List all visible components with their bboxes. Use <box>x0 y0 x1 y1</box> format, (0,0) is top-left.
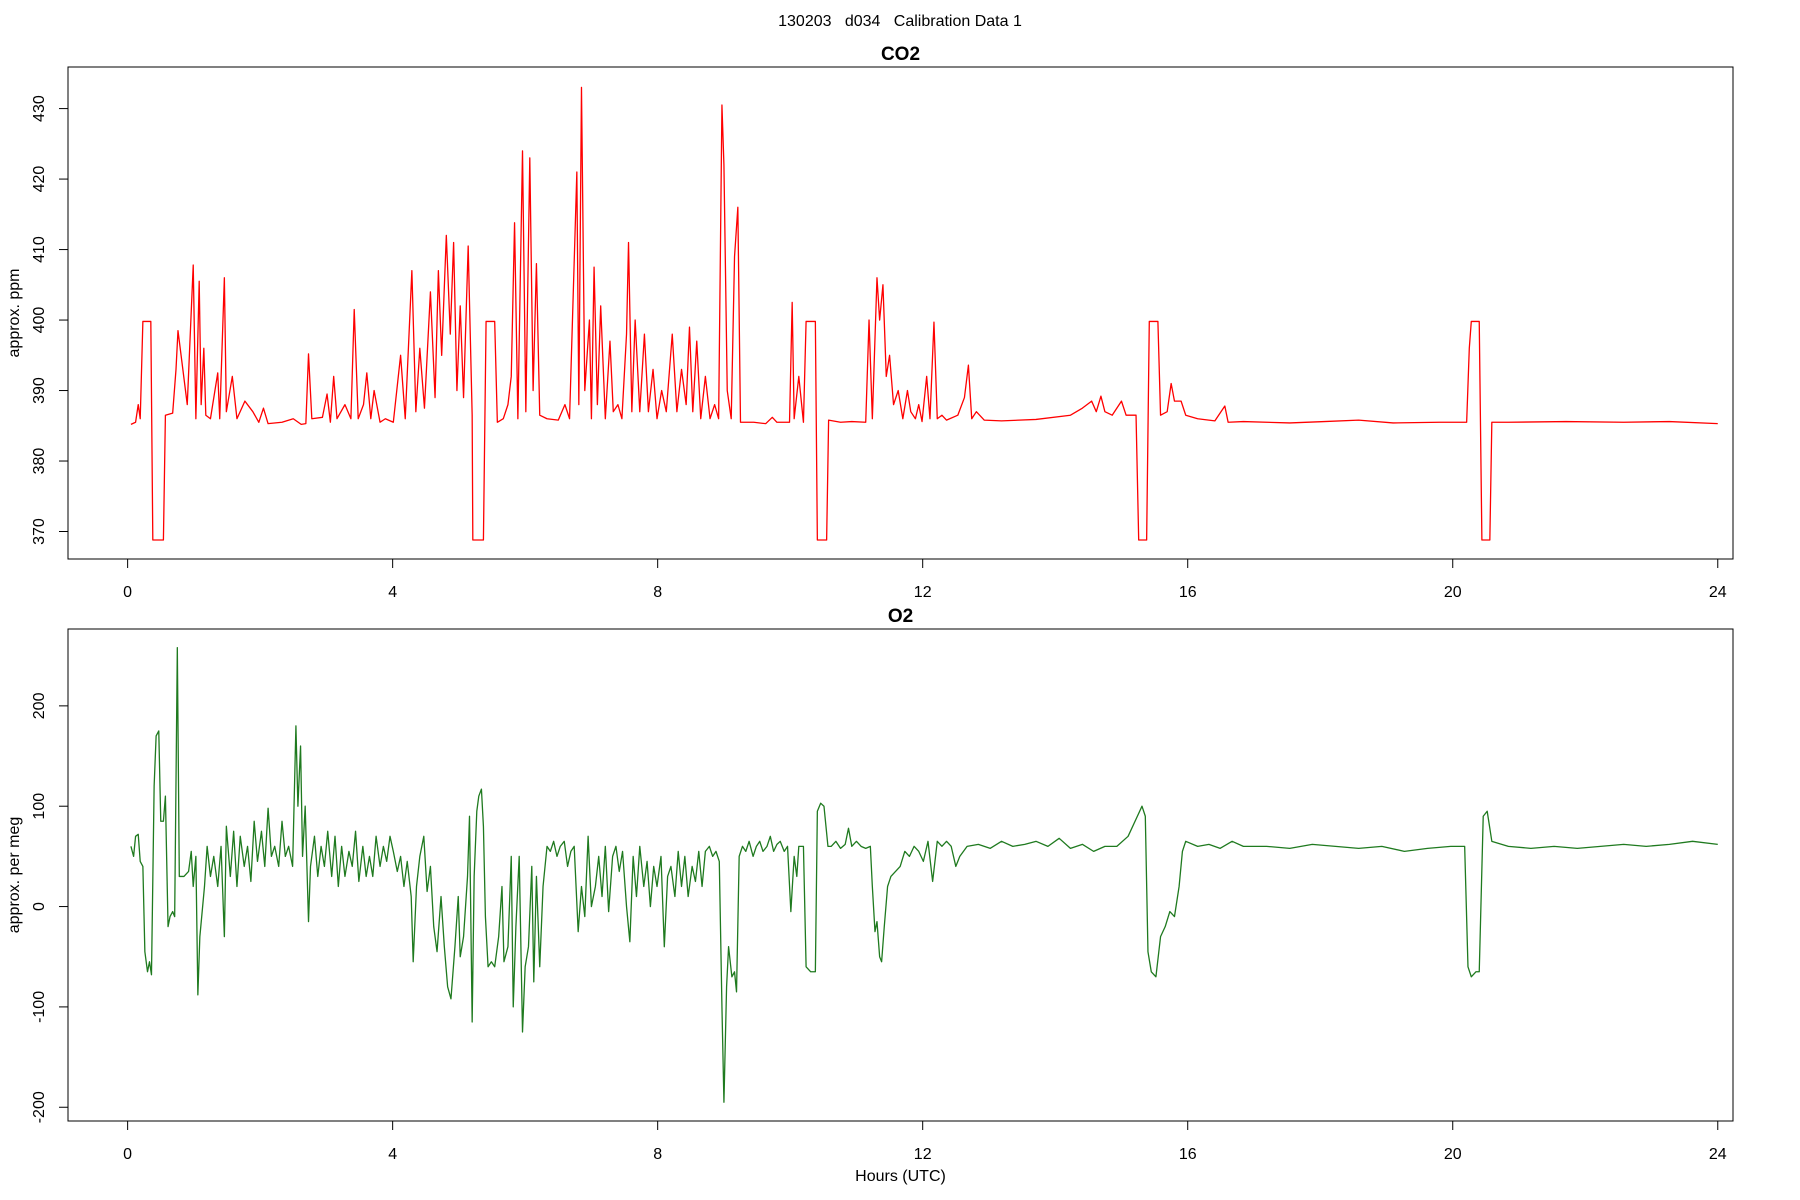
x-tick-label: 4 <box>388 584 397 601</box>
x-tick-label: 20 <box>1444 1146 1462 1163</box>
x-tick-label: 12 <box>914 584 932 601</box>
x-tick-label: 8 <box>653 584 662 601</box>
x-tick-label: 0 <box>123 584 132 601</box>
y-axis-label: approx. ppm <box>6 269 23 358</box>
data-line <box>130 647 1718 1103</box>
figure-title: 130203 d034 Calibration Data 1 <box>778 13 1022 30</box>
x-tick-label: 24 <box>1709 584 1727 601</box>
x-tick-label: 4 <box>388 1146 397 1163</box>
chart-title: O2 <box>888 606 913 627</box>
x-tick-label: 16 <box>1179 1146 1197 1163</box>
x-tick-label: 8 <box>653 1146 662 1163</box>
y-tick-label: -100 <box>31 991 48 1023</box>
y-tick-label: 380 <box>31 448 48 475</box>
y-tick-label: 200 <box>31 692 48 719</box>
x-tick-label: 12 <box>914 1146 932 1163</box>
y-tick-label: 100 <box>31 793 48 820</box>
x-axis-label: Hours (UTC) <box>855 1168 946 1185</box>
y-tick-label: 0 <box>31 902 48 911</box>
y-tick-label: 430 <box>31 95 48 122</box>
data-line <box>130 86 1718 541</box>
x-tick-label: 20 <box>1444 584 1462 601</box>
y-tick-label: 420 <box>31 166 48 193</box>
x-tick-label: 24 <box>1709 1146 1727 1163</box>
plot-frame <box>67 66 1734 560</box>
y-tick-label: 400 <box>31 307 48 334</box>
y-tick-label: 390 <box>31 377 48 404</box>
y-tick-label: -200 <box>31 1091 48 1123</box>
y-tick-label: 410 <box>31 236 48 263</box>
y-tick-label: 370 <box>31 518 48 545</box>
x-tick-label: 16 <box>1179 584 1197 601</box>
chart-title: CO2 <box>881 44 920 65</box>
y-axis-label: approx. per meg <box>6 817 23 934</box>
x-tick-label: 0 <box>123 1146 132 1163</box>
